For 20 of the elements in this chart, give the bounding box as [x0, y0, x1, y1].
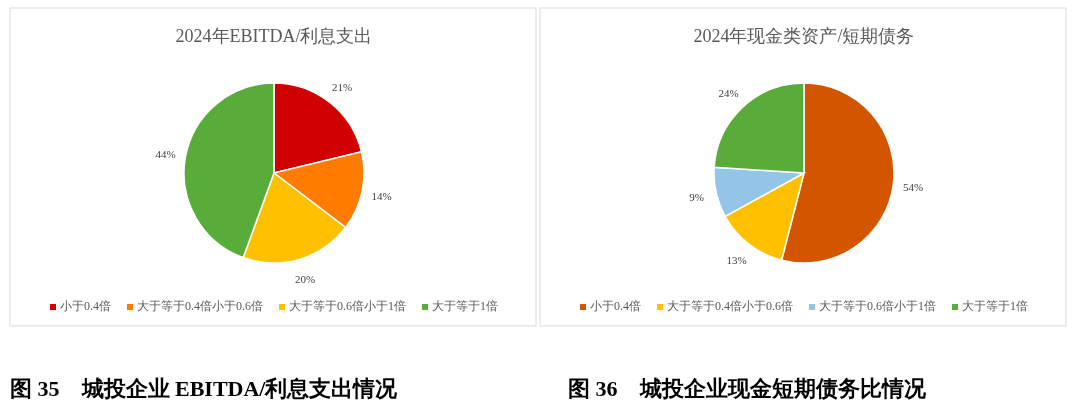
legend-label: 小于0.4倍: [60, 299, 111, 313]
legend-label: 大于等于1倍: [962, 299, 1028, 313]
caption: 图 36 城投企业现金短期债务比情况: [568, 376, 927, 401]
legend-label: 小于0.4倍: [590, 299, 641, 313]
legend-label: 大于等于0.4倍小于0.6倍: [137, 299, 263, 313]
legend-label: 大于等于0.6倍小于1倍: [819, 299, 936, 313]
data-label: 20%: [294, 272, 316, 285]
legend-label: 大于等于1倍: [432, 299, 498, 313]
data-label: 13%: [726, 253, 747, 266]
data-label: 24%: [718, 86, 739, 99]
data-label: 54%: [903, 180, 924, 193]
data-label: 9%: [689, 191, 704, 203]
data-label: 14%: [371, 189, 392, 202]
data-label: 21%: [331, 80, 353, 93]
chart-title: 2024年现金类资产/短期债务: [693, 26, 915, 46]
legend-label: 大于等于0.4倍小于0.6倍: [667, 299, 793, 313]
chart-title: 2024年EBITDA/利息支出: [175, 26, 373, 46]
legend-label: 大于等于0.6倍小于1倍: [289, 299, 406, 313]
data-label: 44%: [155, 147, 176, 160]
caption: 图 35 城投企业 EBITDA/利息支出情况: [10, 376, 399, 401]
